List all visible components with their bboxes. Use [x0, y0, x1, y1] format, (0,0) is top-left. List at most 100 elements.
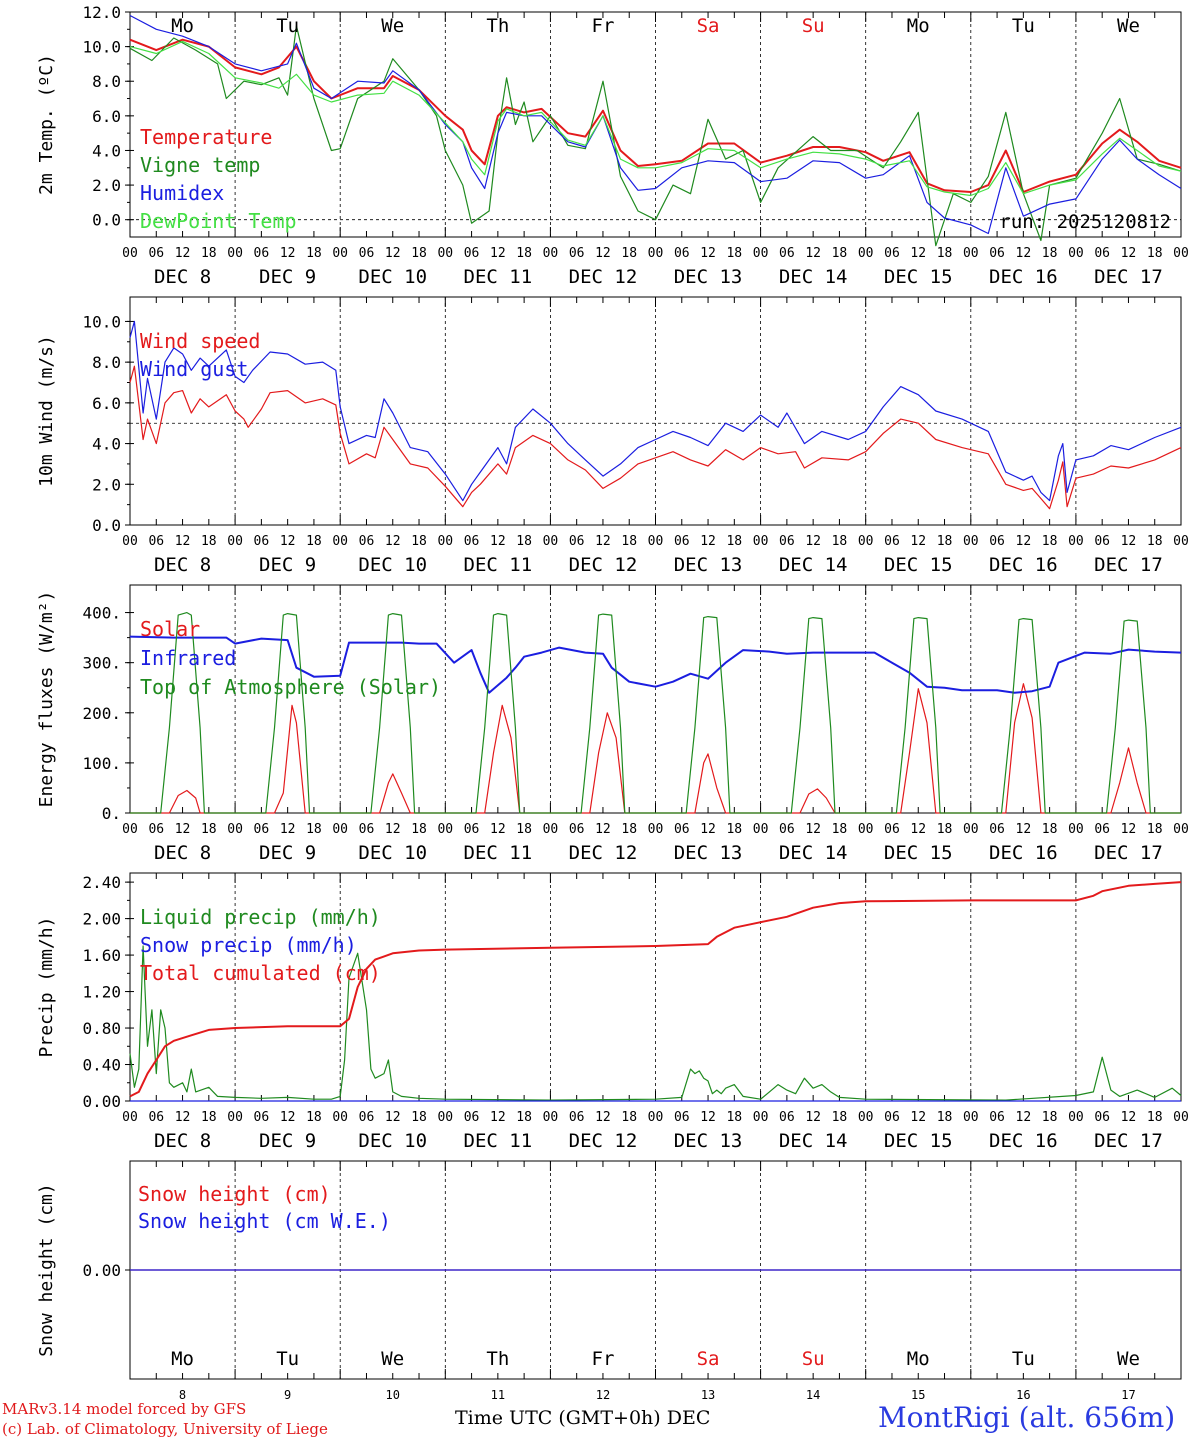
hour-tick-label: 18 — [1147, 246, 1163, 261]
legend-entry: Snow height (cm) — [138, 1182, 331, 1206]
y-tick-label: 2.40 — [82, 873, 121, 892]
y-tick-label: 6.0 — [92, 107, 121, 126]
legend-entry: Top of Atmosphere (Solar) — [140, 675, 441, 699]
hour-tick-label: 06 — [148, 1110, 164, 1125]
hour-tick-label: 18 — [621, 822, 637, 837]
hour-tick-label: 18 — [937, 534, 953, 549]
y-tick-label: 1.60 — [82, 946, 121, 965]
y-tick-label: 2.00 — [82, 910, 121, 929]
hour-tick-label: 00 — [1068, 246, 1084, 261]
day-label: DEC 10 — [358, 1130, 427, 1152]
series-line-liquid-precip-mm-h- — [129, 945, 1182, 1101]
hour-tick-label: 06 — [464, 822, 480, 837]
hour-tick-label: 12 — [175, 1110, 191, 1125]
day-label: DEC 15 — [884, 1130, 953, 1152]
hour-tick-label: 18 — [306, 1110, 322, 1125]
day-label: DEC 13 — [674, 1130, 743, 1152]
hour-tick-label: 12 — [280, 246, 296, 261]
hour-tick-label: 06 — [359, 534, 375, 549]
series-group — [129, 320, 1182, 510]
day-number-label: 17 — [1121, 1388, 1135, 1402]
hour-tick-label: 06 — [884, 246, 900, 261]
hour-tick-label: 06 — [569, 1110, 585, 1125]
hour-tick-label: 00 — [648, 534, 664, 549]
day-label: DEC 9 — [259, 842, 316, 864]
hour-tick-label: 18 — [411, 246, 427, 261]
y-axis-title: Precip (mm/h) — [36, 917, 57, 1058]
hour-tick-label: 18 — [621, 1110, 637, 1125]
hour-tick-label: 18 — [832, 1110, 848, 1125]
hour-tick-label: 00 — [1173, 534, 1189, 549]
panel-flux: 400. 300. 200. 100. 0. Energy fluxes (W/m²) So… — [36, 584, 1189, 864]
hour-tick-label: 18 — [201, 246, 217, 261]
hour-tick-label: 18 — [516, 534, 532, 549]
hour-tick-label: 18 — [832, 822, 848, 837]
hour-tick-label: 06 — [884, 822, 900, 837]
hour-tick-label: 00 — [543, 822, 559, 837]
y-tick-label: 10.0 — [82, 312, 121, 331]
hour-tick-label: 12 — [1121, 1110, 1137, 1125]
hour-tick-label: 18 — [1042, 534, 1058, 549]
day-label: DEC 8 — [154, 266, 211, 288]
day-label: DEC 14 — [779, 554, 848, 576]
legend-entry: Total cumulated (cm) — [140, 961, 381, 985]
hour-tick-label: 18 — [201, 1110, 217, 1125]
hour-tick-label: 06 — [779, 822, 795, 837]
x-axis-title: Time UTC (GMT+0h) DEC — [455, 1407, 711, 1429]
day-label: DEC 15 — [884, 266, 953, 288]
hour-tick-label: 12 — [595, 534, 611, 549]
hour-tick-label: 00 — [332, 822, 348, 837]
legend-entry: Vigne temp — [140, 153, 260, 177]
legend-entry: Snow height (cm W.E.) — [138, 1209, 391, 1233]
hour-tick-label: 00 — [437, 534, 453, 549]
hour-tick-label: 00 — [332, 246, 348, 261]
legend-entry: Infrared — [140, 646, 236, 670]
hour-tick-label: 12 — [385, 246, 401, 261]
hour-tick-label: 06 — [779, 534, 795, 549]
hour-tick-label: 12 — [700, 534, 716, 549]
hour-tick-label: 18 — [1147, 534, 1163, 549]
hour-tick-label: 12 — [1121, 534, 1137, 549]
hour-tick-label: 00 — [543, 246, 559, 261]
hour-tick-label: 00 — [437, 246, 453, 261]
hour-tick-label: 12 — [805, 534, 821, 549]
series-line-total-cumulated-cm- — [129, 881, 1182, 1098]
hour-tick-label: 12 — [280, 1110, 296, 1125]
hour-tick-label: 18 — [516, 1110, 532, 1125]
day-label: DEC 12 — [569, 266, 638, 288]
hour-tick-label: 12 — [1121, 822, 1137, 837]
hour-tick-label: 06 — [989, 534, 1005, 549]
hour-tick-label: 18 — [832, 246, 848, 261]
series-line-temperature — [129, 38, 1182, 193]
hour-tick-label: 18 — [937, 246, 953, 261]
hour-tick-label: 00 — [963, 534, 979, 549]
series-line-top-of-atmosphere-solar- — [130, 611, 1181, 814]
hour-tick-label: 00 — [753, 246, 769, 261]
day-label: DEC 8 — [154, 1130, 211, 1152]
hour-tick-label: 12 — [175, 822, 191, 837]
hour-tick-label: 00 — [648, 246, 664, 261]
hour-tick-label: 06 — [464, 246, 480, 261]
panel-temp: 12.0 10.0 8.0 6.0 4.0 2.0 0.0 2m Temp. (ºC) Temp… — [36, 3, 1189, 288]
day-number-label: 13 — [701, 1388, 715, 1402]
series-line-humidex — [129, 14, 1182, 235]
hour-tick-label: 18 — [832, 534, 848, 549]
hour-tick-label: 06 — [1094, 822, 1110, 837]
hour-tick-label: 06 — [148, 822, 164, 837]
y-tick-label: 0.80 — [82, 1019, 121, 1038]
hour-tick-label: 18 — [411, 822, 427, 837]
hour-tick-label: 06 — [1094, 534, 1110, 549]
day-label: DEC 12 — [569, 554, 638, 576]
y-axis-title: Snow height (cm) — [36, 1183, 57, 1356]
hour-tick-label: 12 — [595, 822, 611, 837]
day-label: DEC 12 — [569, 1130, 638, 1152]
hour-tick-label: 18 — [726, 246, 742, 261]
hour-tick-label: 12 — [910, 246, 926, 261]
hour-tick-label: 00 — [437, 1110, 453, 1125]
weekday-label: Su — [802, 15, 825, 37]
day-label: DEC 14 — [779, 842, 848, 864]
series-group — [129, 611, 1182, 814]
hour-tick-label: 12 — [175, 246, 191, 261]
hour-tick-label: 18 — [1042, 822, 1058, 837]
